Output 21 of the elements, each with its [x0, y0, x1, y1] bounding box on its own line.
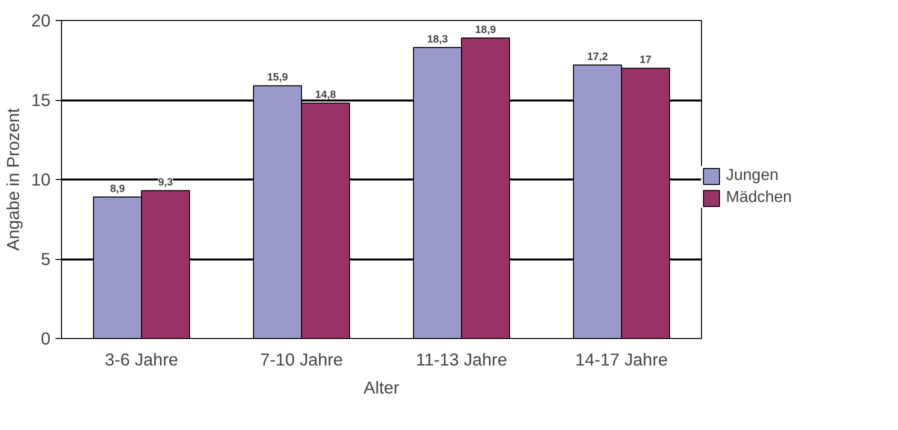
- legend-label: Jungen: [726, 167, 778, 185]
- y-tick-label: 0: [40, 328, 51, 348]
- legend-label: Mädchen: [726, 189, 792, 207]
- data-label: 18,3: [427, 34, 448, 46]
- y-tick-label: 15: [31, 90, 51, 110]
- x-tick-label: 14-17 Jahre: [575, 350, 668, 370]
- data-label: 14,8: [315, 89, 336, 102]
- x-tick-label: 7-10 Jahre: [260, 350, 343, 370]
- y-tick-label: 20: [31, 10, 51, 30]
- x-tick-label: 11-13 Jahre: [416, 350, 508, 370]
- data-label: 8,9: [110, 182, 125, 195]
- x-tick-label: 3-6 Jahre: [104, 350, 178, 370]
- y-tick-label: 10: [31, 170, 51, 190]
- data-label: 15,9: [267, 72, 288, 84]
- data-label: 9,3: [158, 176, 173, 189]
- y-axis-title: Angabe in Prozent: [3, 108, 24, 251]
- y-tick-label: 5: [40, 249, 51, 269]
- data-label: 17: [640, 54, 652, 66]
- data-label: 18,9: [475, 24, 496, 36]
- x-axis-title: Alter: [364, 378, 400, 398]
- data-label: 17,2: [587, 51, 608, 64]
